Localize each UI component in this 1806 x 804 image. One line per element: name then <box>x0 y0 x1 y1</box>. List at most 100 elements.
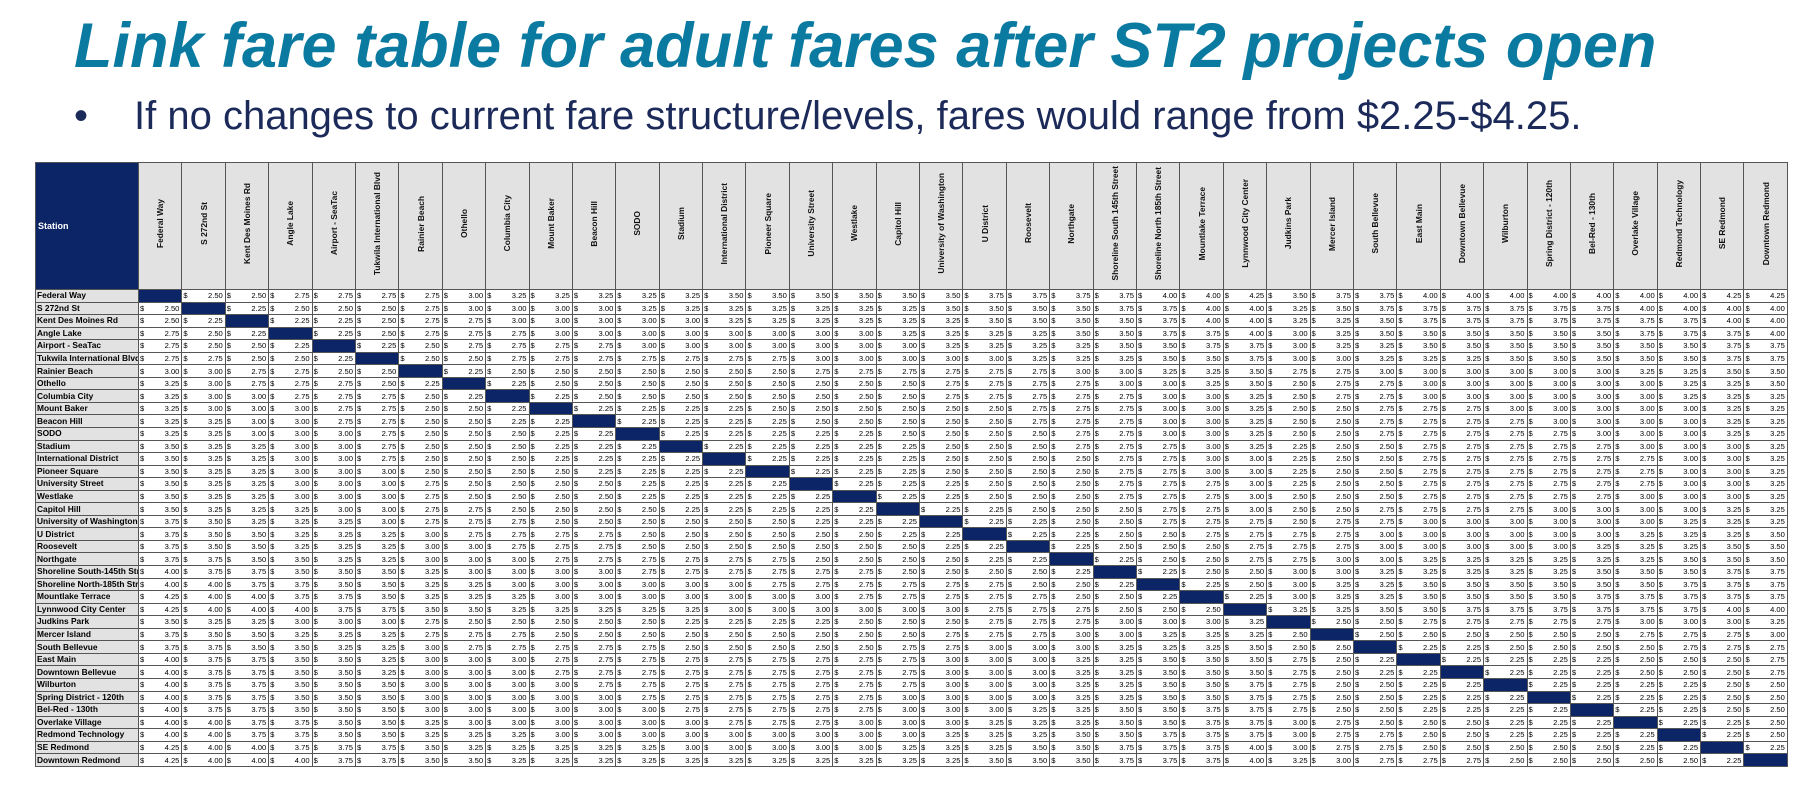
fare-value: 3.75 <box>1119 755 1134 765</box>
currency-symbol: $ <box>1094 492 1099 502</box>
fare-value: 2.75 <box>728 705 744 715</box>
currency-symbol: $ <box>921 303 926 313</box>
fare-cell: $2.75 <box>441 514 487 529</box>
fare-value: 3.75 <box>1422 316 1438 326</box>
row-station-label: Lynnwood City Center <box>35 602 139 617</box>
currency-symbol: $ <box>704 542 709 552</box>
fare-cell: $3.25 <box>398 565 443 579</box>
fare-cell: $2.75 <box>528 552 573 567</box>
fare-value: 3.75 <box>251 655 267 665</box>
fare-value: 2.50 <box>1119 604 1134 614</box>
fare-cell: $3.00 <box>1656 502 1702 516</box>
fare-cell: $2.50 <box>1483 753 1528 767</box>
fare-value: 2.50 <box>815 416 831 426</box>
row-station-label: Stadium <box>35 439 139 454</box>
fare-cell: $2.25 <box>1005 552 1051 567</box>
fare-cell: $3.00 <box>311 464 356 479</box>
row-station-label: Northgate <box>35 552 139 567</box>
fare-value: 3.50 <box>468 604 484 614</box>
currency-symbol: $ <box>487 404 492 414</box>
fare-cell: $3.00 <box>745 326 790 341</box>
currency-symbol: $ <box>1311 354 1316 363</box>
fare-cell: $2.75 <box>1266 652 1311 667</box>
fare-cell: $3.25 <box>268 627 313 642</box>
currency-symbol: $ <box>1354 316 1360 326</box>
fare-cell: $2.50 <box>1179 565 1224 579</box>
fare-cell: $3.00 <box>658 339 704 353</box>
fare-cell: $2.50 <box>1266 376 1311 391</box>
fare-cell: $3.25 <box>1656 389 1702 403</box>
fare-value: 3.75 <box>208 567 223 577</box>
currency-symbol: $ <box>1571 316 1577 326</box>
fare-cell: $3.75 <box>1222 339 1268 353</box>
fare-value: 3.00 <box>511 579 527 589</box>
currency-symbol: $ <box>573 316 579 326</box>
fare-cell: $3.75 <box>1179 728 1224 742</box>
column-header-label: Mercer Island <box>1326 196 1337 251</box>
fare-cell: $2.50 <box>875 565 921 579</box>
fare-cell: $2.25 <box>1266 464 1311 479</box>
fare-value: 3.75 <box>1726 567 1742 577</box>
fare-value: 2.75 <box>1075 391 1091 401</box>
currency-symbol: $ <box>183 291 188 301</box>
fare-cell: $3.50 <box>224 552 270 567</box>
table-row: Angle Lake $2.75 $2.50 $2.25 $2.25 $2.50 $2.75… <box>35 326 1788 341</box>
currency-symbol: $ <box>921 642 926 652</box>
currency-symbol: $ <box>921 454 926 464</box>
fare-cell: $2.75 <box>528 640 573 654</box>
column-header: Judkins Park <box>1266 162 1311 290</box>
fare-cell: $2.75 <box>224 364 270 378</box>
fare-cell: $2.25 <box>268 314 313 328</box>
currency-symbol: $ <box>1051 316 1056 326</box>
row-station-label: Mount Baker <box>35 401 139 416</box>
currency-symbol: $ <box>1311 642 1316 652</box>
fare-value: 2.75 <box>1379 416 1395 426</box>
fare-value: 3.00 <box>251 404 267 414</box>
currency-symbol: $ <box>1702 316 1707 326</box>
fare-cell: $3.00 <box>1656 477 1702 491</box>
currency-symbol: $ <box>1528 441 1533 451</box>
fare-cell: $3.50 <box>1569 351 1615 366</box>
currency-symbol: $ <box>530 742 535 752</box>
fare-cell: $3.50 <box>311 665 356 679</box>
currency-symbol: $ <box>1441 441 1446 451</box>
fare-cell: $3.00 <box>268 464 313 479</box>
currency-symbol: $ <box>834 554 839 564</box>
fare-cell: $2.25 <box>1049 527 1094 541</box>
currency-symbol: $ <box>660 379 665 389</box>
fare-value: 2.75 <box>555 341 570 351</box>
fare-cell: $3.50 <box>1743 539 1788 554</box>
fare-cell: $2.75 <box>919 364 964 378</box>
fare-value: 3.50 <box>338 655 353 665</box>
fare-cell: $2.25 <box>571 439 617 454</box>
row-station-label: Airport - SeaTac <box>35 339 139 353</box>
fare-value: 3.25 <box>468 579 484 589</box>
fare-cell: $2.50 <box>268 351 313 366</box>
currency-symbol: $ <box>964 642 969 652</box>
currency-symbol: $ <box>1181 454 1186 464</box>
currency-symbol: $ <box>400 680 405 690</box>
fare-cell: $3.25 <box>1352 577 1398 592</box>
fare-cell: $3.50 <box>1526 590 1571 604</box>
currency-symbol: $ <box>660 542 665 552</box>
fare-value: 2.75 <box>1075 441 1091 451</box>
fare-value: 3.00 <box>945 705 961 715</box>
fare-value: 4.00 <box>208 579 223 589</box>
fare-cell: $2.50 <box>485 477 530 491</box>
fare-cell: $2.75 <box>919 640 964 654</box>
currency-symbol: $ <box>1354 542 1360 552</box>
currency-symbol: $ <box>183 454 188 464</box>
currency-symbol: $ <box>790 441 796 451</box>
fare-value: 2.50 <box>989 429 1004 439</box>
fare-value: 3.50 <box>815 291 831 301</box>
fare-value: 2.75 <box>1379 404 1395 414</box>
fare-value: 2.25 <box>641 416 657 426</box>
fare-value: 3.00 <box>1466 391 1482 401</box>
fare-value: 2.75 <box>381 291 397 301</box>
fare-cell: $2.50 <box>1439 627 1485 642</box>
fare-value: 3.00 <box>1032 667 1048 677</box>
fare-cell: $3.75 <box>224 703 270 717</box>
fare-value: 2.50 <box>945 466 961 476</box>
currency-symbol: $ <box>964 730 969 740</box>
currency-symbol: $ <box>1224 391 1229 401</box>
